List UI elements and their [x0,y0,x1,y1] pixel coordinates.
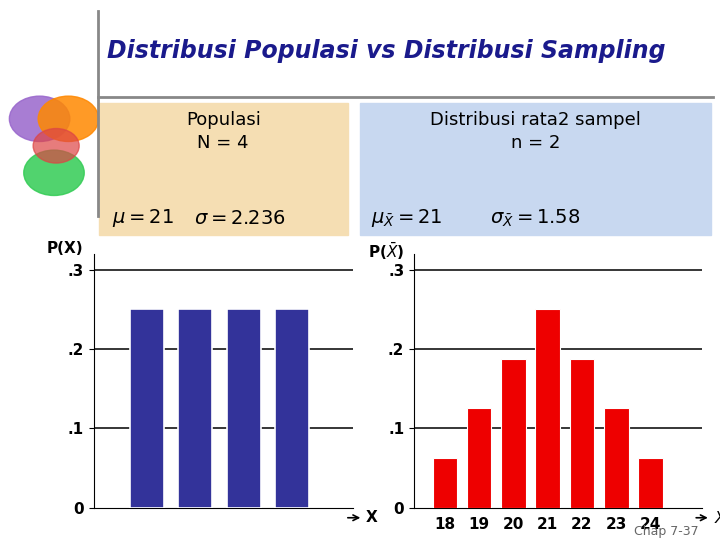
FancyBboxPatch shape [360,103,711,235]
Bar [227,309,261,508]
Bar [275,309,309,508]
Text: $\bar{X}$': $\bar{X}$' [714,508,720,528]
Text: $\sigma = 2.236$: $\sigma = 2.236$ [194,208,286,228]
Text: Chap 7-37: Chap 7-37 [634,524,698,538]
Bar [536,309,560,508]
Circle shape [33,129,79,163]
Bar [638,458,663,508]
Text: X: X [366,510,377,525]
Text: n = 2: n = 2 [511,134,560,152]
Text: P($\bar{X}$): P($\bar{X}$) [368,241,404,262]
Bar [179,309,212,508]
Text: Distribusi rata2 sampel: Distribusi rata2 sampel [431,111,641,129]
Bar [570,359,594,508]
Bar [604,408,629,508]
Text: $\mu = 21$: $\mu = 21$ [112,207,174,229]
Circle shape [24,150,84,195]
Circle shape [9,96,70,141]
Text: N = 4: N = 4 [197,134,249,152]
Text: P(X): P(X) [47,241,84,256]
Circle shape [38,96,99,141]
Bar [501,359,526,508]
Text: Populasi: Populasi [186,111,261,129]
Bar [130,309,164,508]
Bar [433,458,457,508]
Text: $\mu_{\bar{X}} = 21$: $\mu_{\bar{X}} = 21$ [371,207,442,229]
FancyBboxPatch shape [99,103,348,235]
Text: Distribusi Populasi vs Distribusi Sampling: Distribusi Populasi vs Distribusi Sampli… [107,39,665,63]
Text: $\sigma_{\bar{X}} = 1.58$: $\sigma_{\bar{X}} = 1.58$ [490,207,580,229]
Bar [467,408,492,508]
